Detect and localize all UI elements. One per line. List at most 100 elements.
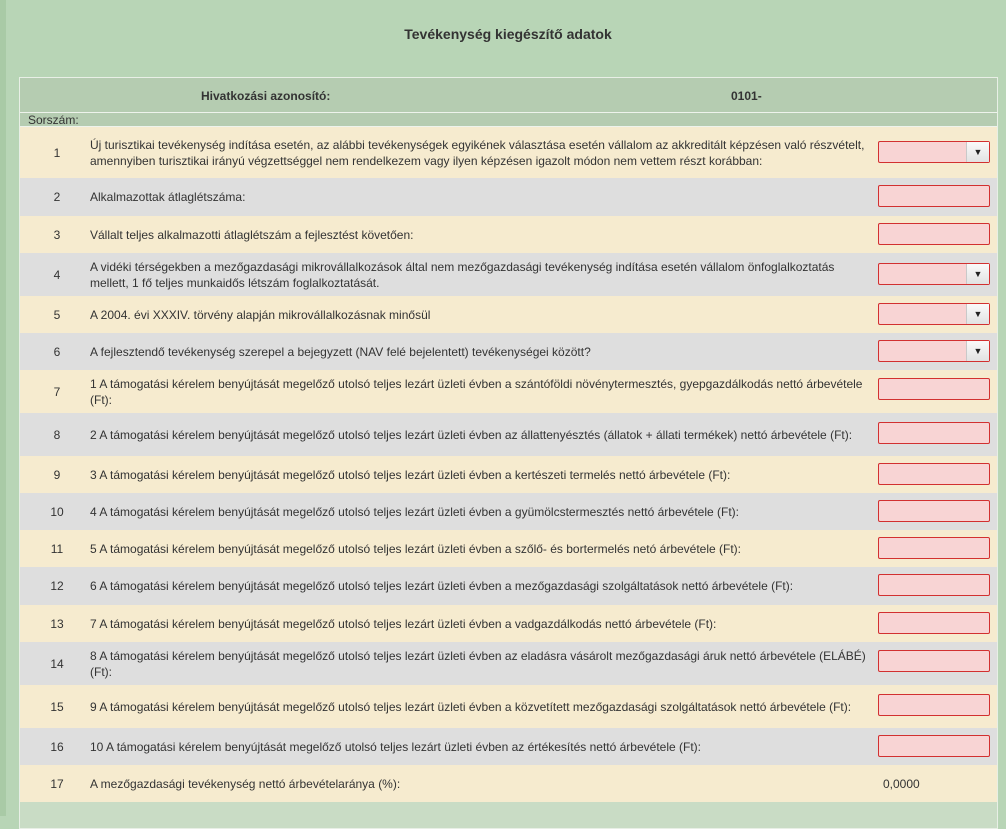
form-row: 13 7 A támogatási kérelem benyújtását me… xyxy=(20,605,997,642)
row-question: Alkalmazottak átlaglétszáma: xyxy=(90,178,874,216)
form-panel: Hivatkozási azonosító: 0101- Sorszám: 1 … xyxy=(19,77,998,829)
chevron-down-icon[interactable]: ▼ xyxy=(966,264,989,284)
form-row: 3 Vállalt teljes alkalmazotti átlaglétsz… xyxy=(20,216,997,253)
row-question-text: 7 A támogatási kérelem benyújtását megel… xyxy=(90,616,717,631)
row-question: A fejlesztendő tevékenység szerepel a be… xyxy=(90,333,874,370)
row-number: 17 xyxy=(50,776,64,791)
row-question-text: 2 A támogatási kérelem benyújtását megel… xyxy=(90,427,853,442)
chevron-down-icon[interactable]: ▼ xyxy=(966,142,989,162)
row-question: 7 A támogatási kérelem benyújtását megel… xyxy=(90,605,874,642)
row-select-dropdown[interactable]: ▼ xyxy=(878,340,990,362)
row-question: Vállalt teljes alkalmazotti átlaglétszám… xyxy=(90,216,874,253)
row-number: 6 xyxy=(53,344,61,359)
row-number: 15 xyxy=(50,699,64,714)
row-input-field[interactable] xyxy=(878,537,990,559)
row-question-text: Új turisztikai tevékenység indítása eset… xyxy=(90,137,865,168)
row-input-field[interactable] xyxy=(878,378,990,400)
sorszam-column-header: Sorszám: xyxy=(28,113,79,127)
row-input-field[interactable] xyxy=(878,612,990,634)
column-header-divider xyxy=(20,126,997,127)
row-question: Új turisztikai tevékenység indítása eset… xyxy=(90,127,874,178)
chevron-down-icon[interactable]: ▼ xyxy=(966,304,989,324)
row-number: 3 xyxy=(53,227,61,242)
row-question: 3 A támogatási kérelem benyújtását megel… xyxy=(90,456,874,493)
column-header-row: Sorszám: xyxy=(20,113,997,127)
form-row: 14 8 A támogatási kérelem benyújtását me… xyxy=(20,642,997,685)
row-input-field[interactable] xyxy=(878,185,990,207)
row-number: 12 xyxy=(50,579,64,593)
row-select-dropdown[interactable]: ▼ xyxy=(878,141,990,163)
form-row: 1 Új turisztikai tevékenység indítása es… xyxy=(20,127,997,178)
row-select-dropdown[interactable]: ▼ xyxy=(878,263,990,285)
row-question-text: 10 A támogatási kérelem benyújtását mege… xyxy=(90,739,701,754)
form-row: 16 10 A támogatási kérelem benyújtását m… xyxy=(20,728,997,765)
row-number: 10 xyxy=(50,504,64,519)
row-question-text: Alkalmazottak átlaglétszáma: xyxy=(90,190,246,204)
row-input-field[interactable] xyxy=(878,650,990,672)
row-question-text: 8 A támogatási kérelem benyújtását megel… xyxy=(90,648,866,679)
row-input-field[interactable] xyxy=(878,422,990,444)
left-frame-edge xyxy=(0,0,6,816)
row-select-dropdown[interactable]: ▼ xyxy=(878,303,990,325)
row-question-text: 5 A támogatási kérelem benyújtását megel… xyxy=(90,541,742,556)
form-row: 17 A mezőgazdasági tevékenység nettó árb… xyxy=(20,765,997,802)
row-number: 13 xyxy=(50,616,64,631)
form-row: 12 6 A támogatási kérelem benyújtását me… xyxy=(20,567,997,605)
page-title: Tevékenység kiegészítő adatok xyxy=(404,26,612,42)
row-input-field[interactable] xyxy=(878,223,990,245)
form-row: 15 9 A támogatási kérelem benyújtását me… xyxy=(20,685,997,728)
row-number: 5 xyxy=(53,307,61,322)
row-question-text: 6 A támogatási kérelem benyújtását megel… xyxy=(90,579,794,593)
row-number: 7 xyxy=(53,384,61,399)
row-question-text: 9 A támogatási kérelem benyújtását megel… xyxy=(90,699,852,714)
row-question-text: 1 A támogatási kérelem benyújtását megel… xyxy=(90,376,863,407)
row-question-text: 3 A támogatási kérelem benyújtását megel… xyxy=(90,467,731,482)
form-row: 8 2 A támogatási kérelem benyújtását meg… xyxy=(20,413,997,456)
row-question: 2 A támogatási kérelem benyújtását megel… xyxy=(90,413,874,456)
row-question: 5 A támogatási kérelem benyújtását megel… xyxy=(90,530,874,567)
row-question-text: 4 A támogatási kérelem benyújtását megel… xyxy=(90,504,739,519)
row-question: 10 A támogatási kérelem benyújtását mege… xyxy=(90,728,874,765)
form-row: 11 5 A támogatási kérelem benyújtását me… xyxy=(20,530,997,567)
form-row: 9 3 A támogatási kérelem benyújtását meg… xyxy=(20,456,997,493)
form-row: 4 A vidéki térségekben a mezőgazdasági m… xyxy=(20,253,997,296)
row-question-text: A 2004. évi XXXIV. törvény alapján mikro… xyxy=(90,307,431,322)
reference-id-label: Hivatkozási azonosító: xyxy=(201,89,331,103)
row-number: 2 xyxy=(53,190,61,204)
row-number: 8 xyxy=(53,427,61,442)
header-divider xyxy=(20,112,997,113)
row-number: 14 xyxy=(50,656,64,671)
row-question: 9 A támogatási kérelem benyújtását megel… xyxy=(90,685,874,728)
row-question: 6 A támogatási kérelem benyújtását megel… xyxy=(90,567,874,605)
row-input-field[interactable] xyxy=(878,694,990,716)
computed-ratio-value: 0,0000 xyxy=(883,776,920,791)
form-row: 10 4 A támogatási kérelem benyújtását me… xyxy=(20,493,997,530)
row-number: 1 xyxy=(53,145,61,160)
row-number: 4 xyxy=(53,267,61,282)
row-question: A 2004. évi XXXIV. törvény alapján mikro… xyxy=(90,296,874,333)
row-question: A vidéki térségekben a mezőgazdasági mik… xyxy=(90,253,874,296)
row-input-field[interactable] xyxy=(878,463,990,485)
row-input-field[interactable] xyxy=(878,735,990,757)
row-number: 11 xyxy=(50,541,64,556)
row-number: 16 xyxy=(50,739,64,754)
reference-header-row: Hivatkozási azonosító: 0101- xyxy=(20,78,997,112)
form-row: 7 1 A támogatási kérelem benyújtását meg… xyxy=(20,370,997,413)
row-question: 4 A támogatási kérelem benyújtását megel… xyxy=(90,493,874,530)
row-question-text: Vállalt teljes alkalmazotti átlaglétszám… xyxy=(90,227,414,242)
row-question: 1 A támogatási kérelem benyújtását megel… xyxy=(90,370,874,413)
chevron-down-icon[interactable]: ▼ xyxy=(966,341,989,361)
reference-id-value: 0101- xyxy=(731,89,762,103)
row-number: 9 xyxy=(53,467,61,482)
row-question: 8 A támogatási kérelem benyújtását megel… xyxy=(90,642,874,685)
row-input-field[interactable] xyxy=(878,574,990,596)
form-row: 2 Alkalmazottak átlaglétszáma: xyxy=(20,178,997,216)
row-input-field[interactable] xyxy=(878,500,990,522)
row-question-text: A fejlesztendő tevékenység szerepel a be… xyxy=(90,344,591,359)
row-question-text: A vidéki térségekben a mezőgazdasági mik… xyxy=(90,259,835,290)
form-rows: 1 Új turisztikai tevékenység indítása es… xyxy=(20,127,997,802)
row-question: A mezőgazdasági tevékenység nettó árbevé… xyxy=(90,765,874,802)
form-row: 6 A fejlesztendő tevékenység szerepel a … xyxy=(20,333,997,370)
form-row: 5 A 2004. évi XXXIV. törvény alapján mik… xyxy=(20,296,997,333)
row-question-text: A mezőgazdasági tevékenység nettó árbevé… xyxy=(90,776,401,791)
